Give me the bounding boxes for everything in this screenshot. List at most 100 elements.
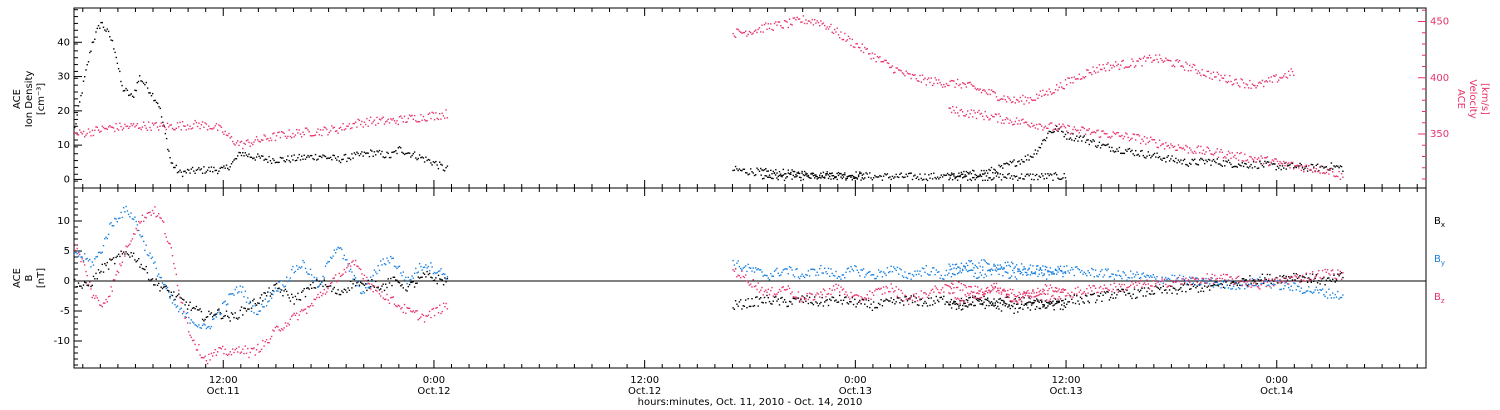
top-pink-point [944, 86, 946, 88]
bottom-By-point [884, 272, 886, 275]
top-black-point [1102, 143, 1104, 146]
bottom-Bx-point [805, 300, 807, 302]
top-black-point [1132, 153, 1134, 155]
top-black-point [1227, 159, 1230, 161]
bottom-Bz-point [191, 339, 194, 342]
top-black-point [1197, 164, 1200, 166]
top-pink-point [387, 118, 389, 120]
top-pink-point [1136, 60, 1138, 62]
bottom-Bx-segment-1 [732, 294, 1067, 311]
bottom-Bx-point [1137, 289, 1139, 291]
top-pink-point [1283, 160, 1285, 163]
bottom-Bz-point [977, 292, 979, 294]
top-black-point [975, 174, 978, 177]
bottom-Bz-point [220, 348, 223, 350]
bottom-Bx-point [1168, 289, 1171, 291]
bottom-Bx-point [1338, 275, 1340, 277]
bottom-Bz-point [1217, 280, 1220, 282]
bottom-By-point [1170, 280, 1172, 283]
bottom-Bz-point [387, 299, 389, 301]
bottom-ytick-label-2: 0 [64, 276, 70, 287]
top-black-point [1209, 159, 1211, 161]
top-pink-point [1087, 69, 1089, 71]
bottom-Bx-point [428, 272, 431, 275]
bottom-By-point [1020, 263, 1023, 265]
bottom-By-point [939, 277, 941, 279]
bottom-Bz-point [1061, 291, 1063, 293]
bottom-Bz-point [342, 273, 344, 275]
top-pink-point [997, 121, 999, 123]
bottom-Bz-point [1230, 276, 1232, 278]
bottom-By-point [1246, 286, 1249, 288]
top-black-point [372, 155, 374, 157]
top-pink-point [870, 58, 872, 60]
bottom-Bx-point [1263, 282, 1265, 285]
top-pink-point [356, 126, 358, 128]
top-black-point [956, 179, 959, 181]
top-pink-point [889, 66, 891, 69]
bottom-Bx-point [1150, 293, 1152, 295]
bottom-By-point [324, 265, 327, 267]
top-black-point [951, 179, 954, 181]
top-pink-point [761, 24, 763, 26]
top-black-point [302, 158, 304, 160]
top-black-point [1340, 165, 1343, 168]
bottom-By-point [1018, 270, 1020, 272]
top-pink-point [1276, 160, 1279, 163]
bottom-Bx-point [773, 296, 776, 298]
top-pink-point [1150, 136, 1152, 138]
bottom-Bx-point [110, 259, 112, 261]
top-black-point [751, 171, 753, 173]
bottom-Bx-point [214, 313, 216, 316]
bottom-By-point [1000, 266, 1003, 268]
top-black-point [213, 166, 215, 169]
bottom-Bz-point [783, 289, 786, 291]
bottom-Bx-point [430, 276, 432, 278]
bottom-By-point [135, 220, 137, 223]
bottom-By-point [1012, 262, 1014, 265]
bottom-By-point [953, 273, 955, 275]
bottom-Bz-point [1127, 286, 1129, 288]
top-pink-point [1190, 149, 1192, 151]
bottom-By-point [410, 278, 412, 281]
top-black-point [1247, 167, 1250, 169]
bottom-Bz-point [1151, 285, 1153, 287]
bottom-Bz-point [736, 276, 738, 278]
bottom-Bz-point [841, 289, 843, 291]
bottom-By-point [421, 269, 423, 271]
bottom-Bz-point [797, 291, 800, 293]
top-pink-point [353, 122, 356, 125]
top-black-point [1052, 179, 1054, 181]
top-pink-point [1018, 101, 1020, 103]
bottom-Bz-point [995, 291, 998, 293]
top-pink-point [1063, 125, 1065, 127]
bottom-Bz-point [867, 297, 870, 299]
bottom-Bx-point [1276, 282, 1279, 284]
top-pink-point [1216, 71, 1218, 73]
bottom-Bz-point [1192, 277, 1195, 279]
bottom-Bx-point [163, 286, 165, 288]
bottom-Bz-point [933, 291, 935, 293]
top-pink-point [1239, 86, 1241, 88]
bottom-Bx-point [80, 285, 82, 287]
bottom-Bx-point [395, 279, 397, 281]
bottom-Bx-point [1064, 306, 1067, 308]
bottom-By-point [100, 252, 102, 254]
bottom-Bx-point [1222, 286, 1225, 288]
top-pink-point [989, 93, 991, 96]
bottom-Bz-point [869, 290, 871, 292]
bottom-Bz-point [777, 291, 779, 293]
bottom-Bz-point [391, 296, 393, 299]
bottom-Bx-point [1033, 299, 1035, 302]
top-pink-point [430, 117, 432, 120]
bottom-By-point [1201, 279, 1203, 281]
top-pink-point [143, 121, 145, 123]
top-black-point [85, 69, 87, 71]
bottom-Bz-point [311, 302, 313, 305]
bottom-Bz-point [898, 288, 900, 291]
bottom-Bz-point [1066, 294, 1068, 297]
bottom-Bx-point [215, 313, 218, 315]
top-pink-point [1076, 130, 1078, 132]
top-pink-point [428, 112, 431, 114]
top-pink-point [304, 127, 307, 129]
